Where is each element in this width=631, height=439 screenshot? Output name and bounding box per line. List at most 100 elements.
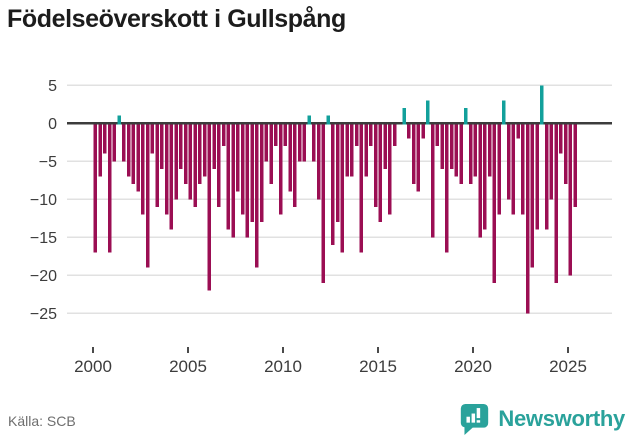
bar: [193, 124, 197, 207]
bar: [255, 124, 259, 268]
bar: [188, 124, 193, 200]
y-tick-label: −15: [30, 230, 57, 247]
bar: [435, 124, 440, 147]
bar: [245, 124, 250, 238]
bar: [150, 124, 155, 154]
bar: [544, 124, 549, 230]
bar: [402, 108, 406, 125]
bar: [221, 124, 226, 147]
bar: [269, 124, 273, 185]
bar: [264, 124, 269, 162]
newsworthy-wordmark: Newsworthy: [498, 406, 625, 431]
x-tick-label: 2020: [454, 357, 492, 376]
bar: [316, 124, 321, 200]
bar: [407, 124, 411, 139]
bar: [179, 124, 183, 169]
bar: [302, 124, 307, 162]
y-tick-label: −20: [30, 268, 57, 285]
bar: [373, 124, 378, 207]
bar: [93, 124, 98, 253]
bar: [478, 124, 482, 238]
bar: [160, 124, 164, 169]
bar: [525, 124, 530, 314]
bar: [236, 124, 240, 192]
bar: [492, 124, 497, 283]
bar: [559, 124, 563, 154]
bar: [354, 124, 359, 147]
bar: [563, 124, 568, 185]
bar: [145, 124, 150, 268]
bar: [487, 124, 492, 177]
bar: [445, 124, 449, 253]
bar: [497, 124, 501, 215]
bar: [388, 124, 392, 215]
bar: [483, 124, 487, 230]
bar: [335, 124, 340, 223]
bar: [506, 124, 511, 200]
bar: [383, 124, 387, 169]
newsworthy-logo-icon: [461, 403, 489, 435]
bar: [359, 124, 364, 253]
bar: [331, 124, 335, 245]
bar: [297, 124, 302, 162]
bar: [345, 124, 349, 177]
bar: [174, 124, 178, 200]
bar: [169, 124, 174, 230]
y-tick-label: 5: [48, 78, 57, 95]
source-label: Källa: SCB: [8, 413, 76, 429]
bar: [473, 124, 478, 177]
bar: [231, 124, 235, 238]
bar: [259, 124, 264, 223]
bar: [155, 124, 159, 207]
bar: [321, 124, 326, 283]
bar: [293, 124, 297, 207]
bar: [516, 124, 520, 139]
bar: [540, 85, 544, 125]
x-tick-label: 2005: [169, 357, 207, 376]
bar: [112, 124, 117, 162]
bar: [530, 124, 535, 268]
bar: [549, 124, 554, 200]
y-tick-label: −25: [30, 306, 57, 323]
x-tick-label: 2015: [359, 357, 397, 376]
bar: [468, 124, 473, 185]
bar: [454, 124, 459, 177]
bar: [392, 124, 397, 147]
bar: [126, 124, 131, 177]
bar: [103, 124, 107, 154]
bar: [502, 100, 506, 125]
bar: [535, 124, 539, 230]
bar: [183, 124, 188, 185]
newsworthy-brand: Newsworthy: [459, 402, 625, 436]
bar: [464, 108, 468, 125]
bar: [217, 124, 221, 207]
bar: [340, 124, 345, 253]
bar: [274, 124, 278, 147]
bar: [440, 124, 444, 169]
y-tick-label: −5: [39, 154, 57, 171]
bar: [107, 124, 112, 253]
bar: [198, 124, 202, 185]
bar: [278, 124, 283, 215]
y-tick-label: −10: [30, 192, 57, 209]
bar: [554, 124, 558, 283]
bar: [307, 115, 311, 125]
bar: [122, 124, 126, 162]
bar: [430, 124, 435, 238]
bar: [350, 124, 354, 177]
bar: [202, 124, 207, 177]
chart-title: Födelseöverskott i Gullspång: [7, 5, 346, 33]
x-tick-label: 2000: [74, 357, 112, 376]
bar: [226, 124, 231, 230]
bar: [98, 124, 102, 177]
bar: [573, 124, 577, 207]
bar: [459, 124, 463, 185]
x-tick-label: 2010: [264, 357, 302, 376]
bar: [378, 124, 383, 223]
bar: [250, 124, 254, 223]
bar: [136, 124, 140, 192]
y-tick-label: 0: [48, 116, 57, 133]
bar: [312, 124, 316, 162]
bar: [212, 124, 216, 169]
